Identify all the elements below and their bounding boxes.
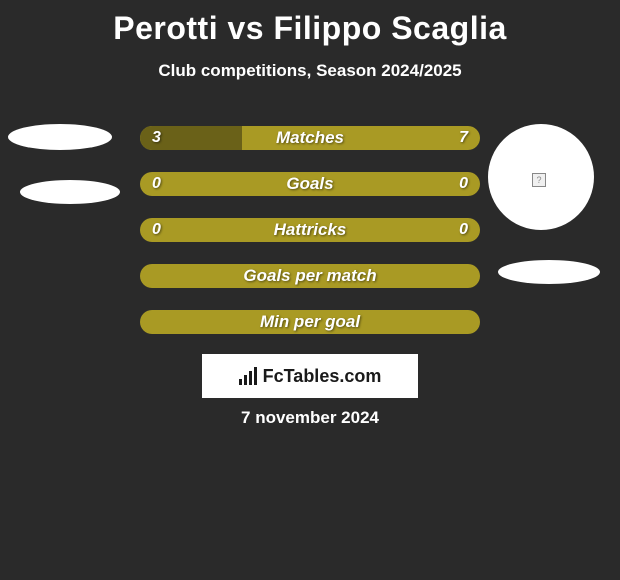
stat-row: Goals0 0 [140,172,480,196]
brand-logo: FcTables.com [202,354,418,398]
stat-value-left: 0 [152,172,161,196]
page-title: Perotti vs Filippo Scaglia [0,0,620,47]
stat-value-right: 0 [459,218,468,242]
stat-label: Min per goal [140,310,480,334]
stat-label: Matches [140,126,480,150]
stat-row: Hattricks0 0 [140,218,480,242]
stat-value-right: 0 [459,172,468,196]
stat-value-right: 7 [459,126,468,150]
stat-label: Hattricks [140,218,480,242]
stat-label: Goals per match [140,264,480,288]
stat-row: Min per goal [140,310,480,334]
stat-value-left: 3 [152,126,161,150]
stat-value-left: 0 [152,218,161,242]
stat-row: Matches3 7 [140,126,480,150]
stat-row: Goals per match [140,264,480,288]
brand-name: FcTables.com [263,366,382,387]
placeholder-image-icon: ? [532,170,546,188]
stat-label: Goals [140,172,480,196]
bar-chart-icon [239,367,257,385]
decorative-ellipse [8,124,112,150]
page-subtitle: Club competitions, Season 2024/2025 [0,61,620,81]
decorative-ellipse [20,180,120,204]
date-label: 7 november 2024 [0,408,620,428]
stats-bars: Matches37Goals00Hattricks00Goals per mat… [140,126,480,356]
decorative-ellipse [498,260,600,284]
